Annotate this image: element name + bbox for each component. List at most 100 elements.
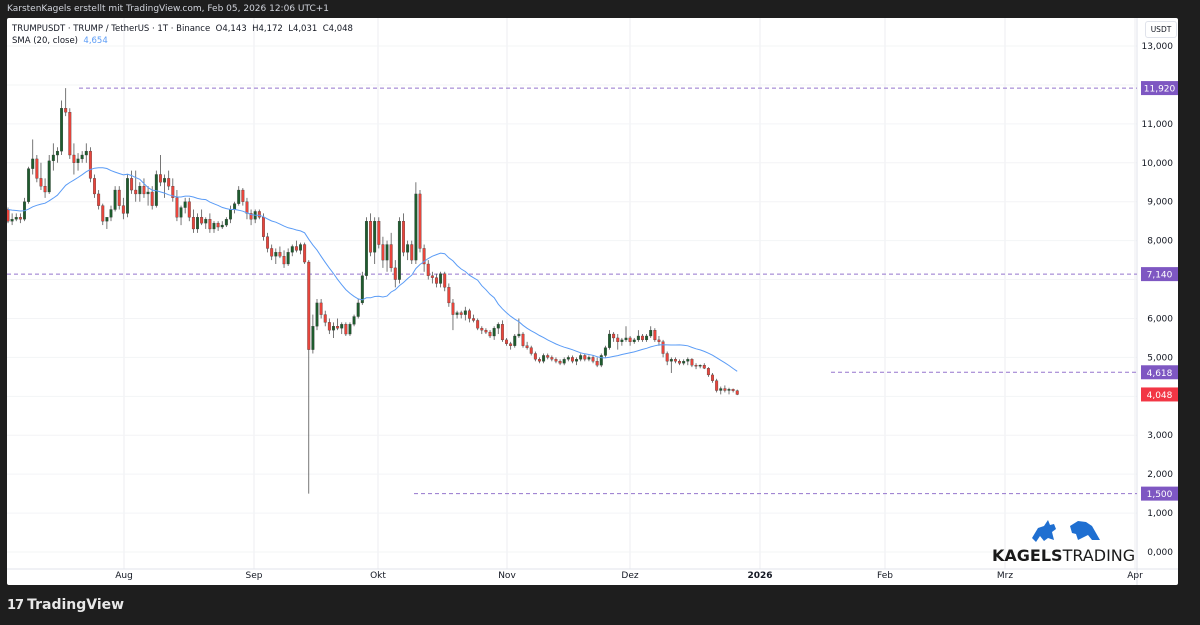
candle — [266, 236, 270, 249]
candle — [414, 193, 418, 261]
chart-legend: TRUMPUSDT · TRUMP / TetherUS · 1T · Bina… — [12, 23, 353, 47]
candle — [463, 310, 467, 315]
candle — [130, 178, 134, 191]
candle — [270, 248, 274, 257]
candle — [233, 203, 237, 210]
candle — [430, 275, 434, 278]
candlestick-chart[interactable]: 13,000 11,000 10,000 9,000 8,000 6,000 5,000 3,… — [7, 18, 1178, 585]
price-label-text: 7,140 — [1147, 271, 1173, 281]
candle — [595, 361, 599, 366]
candle — [327, 322, 331, 331]
currency-unit-button[interactable]: USDT — [1145, 21, 1177, 38]
price-label-badge — [1141, 267, 1178, 282]
candle — [336, 326, 340, 329]
y-tick-label: 10,000 — [1142, 159, 1174, 169]
watermark-text: KAGELSTRADING — [992, 546, 1136, 565]
candle — [261, 217, 265, 237]
candle — [678, 361, 682, 364]
candle — [237, 189, 241, 204]
candle — [529, 347, 533, 354]
candle — [488, 331, 492, 337]
candle — [558, 361, 562, 364]
candle — [579, 355, 583, 360]
y-tick-label: 3,000 — [1147, 431, 1173, 441]
tradingview-footer[interactable]: 17 TradingView — [7, 594, 124, 616]
chart-frame[interactable]: TRUMPUSDT · TRUMP / TetherUS · 1T · Bina… — [7, 18, 1178, 585]
candle — [76, 158, 80, 163]
candle — [682, 361, 686, 364]
candle — [410, 244, 414, 261]
candle — [113, 189, 117, 210]
sma-20-line — [7, 167, 738, 372]
candle — [735, 390, 739, 395]
candle — [686, 359, 690, 362]
attribution-bar: KarstenKagels erstellt mit TradingView.c… — [0, 0, 1200, 19]
y-tick-label: 13,000 — [1142, 42, 1174, 52]
ohlc-low: L4,031 — [288, 24, 318, 34]
candle — [715, 380, 719, 391]
x-tick-label: Okt — [370, 571, 386, 581]
price-label-badge — [1141, 486, 1178, 501]
candle — [93, 178, 96, 195]
candle — [179, 207, 183, 218]
candle — [360, 275, 364, 304]
x-tick-label: Sep — [246, 571, 263, 581]
candle — [591, 357, 595, 362]
x-tick-label: Feb — [877, 571, 893, 581]
candle — [290, 246, 294, 253]
bull-bear-icon — [1032, 520, 1100, 542]
candle — [196, 217, 199, 230]
candle — [467, 310, 471, 319]
candle — [332, 326, 335, 331]
candle — [661, 341, 665, 354]
candle — [673, 359, 677, 362]
symbol-line[interactable]: TRUMPUSDT · TRUMP / TetherUS · 1T · Bina… — [12, 23, 353, 35]
sma-indicator-line[interactable]: SMA (20, close) 4,654 — [12, 35, 353, 47]
candle — [616, 337, 620, 342]
price-label-text: 11,920 — [1144, 85, 1176, 95]
x-tick-label: Nov — [498, 571, 516, 581]
y-tick-label: 5,000 — [1147, 353, 1173, 363]
candle — [439, 273, 443, 284]
candle — [208, 219, 212, 230]
candle — [657, 339, 661, 342]
candle — [550, 357, 554, 360]
candle — [496, 324, 500, 329]
candle — [158, 174, 162, 183]
candle — [583, 355, 587, 360]
candle — [101, 205, 105, 222]
candle — [84, 150, 88, 156]
candle — [204, 219, 208, 224]
candle — [191, 217, 195, 230]
candle — [340, 324, 344, 329]
candle — [612, 333, 616, 339]
candle — [31, 158, 35, 169]
candle — [257, 211, 261, 218]
candle — [212, 222, 216, 230]
candle — [649, 330, 653, 337]
candle — [352, 316, 356, 325]
x-tick-label: Dez — [621, 571, 638, 581]
candle — [538, 359, 541, 362]
candle — [484, 330, 488, 333]
candle — [455, 312, 459, 315]
candle — [389, 244, 393, 269]
candle — [620, 339, 624, 342]
candle — [369, 221, 373, 253]
candle — [599, 355, 603, 366]
candle — [517, 333, 521, 337]
ohlc-close: C4,048 — [322, 24, 353, 34]
candle — [719, 388, 723, 391]
candle — [665, 353, 669, 362]
candle — [39, 178, 43, 187]
ohlc-open: O4,143 — [215, 24, 247, 34]
candle — [603, 347, 607, 356]
candle — [356, 302, 360, 317]
candle — [117, 189, 121, 206]
candle — [319, 302, 323, 315]
candle — [698, 365, 702, 367]
candle — [43, 186, 47, 193]
candle — [397, 221, 401, 280]
candle — [146, 191, 150, 195]
candle — [570, 357, 574, 362]
